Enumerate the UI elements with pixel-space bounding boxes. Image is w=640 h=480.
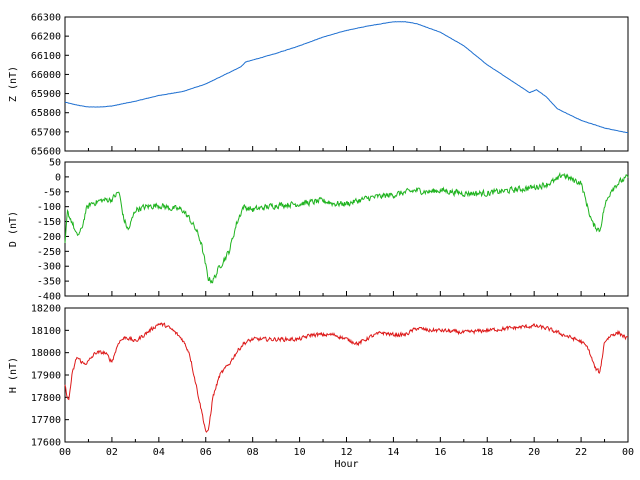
y-tick-label: -300 <box>37 262 61 273</box>
y-tick-label: -200 <box>37 232 61 243</box>
panel-2: 17600 17700 17800 17900 18000 18100 18200 H (nT… <box>8 304 634 471</box>
series-line <box>64 171 629 284</box>
x-axis-title: Hour <box>334 459 358 470</box>
series-line <box>64 21 629 134</box>
y-tick-label: -100 <box>37 202 61 213</box>
panel-0: 65600 65700 65800 65900 66000 66100 66200 66300… <box>8 13 629 158</box>
x-tick-label: 16 <box>434 447 446 458</box>
x-tick-label: 08 <box>247 447 259 458</box>
x-tick-label: 18 <box>481 447 493 458</box>
y-tick-label: 18000 <box>31 348 61 359</box>
x-tick-label: 06 <box>200 447 212 458</box>
x-tick-label: 04 <box>153 447 165 458</box>
x-tick-label: 00 <box>59 447 71 458</box>
plot-frame <box>64 307 629 443</box>
y-tick-label: 17600 <box>31 438 61 449</box>
y-tick-label: 65700 <box>31 127 61 138</box>
y-tick-label: 65600 <box>31 147 61 158</box>
y-tick-label: 17800 <box>31 393 61 404</box>
x-tick-label: 20 <box>528 447 540 458</box>
x-tick-label: 10 <box>294 447 306 458</box>
x-tick-label: 22 <box>575 447 587 458</box>
y-tick-label: 17900 <box>31 371 61 382</box>
y-tick-label: -150 <box>37 217 61 228</box>
y-tick-label: 65800 <box>31 108 61 119</box>
y-tick-label: 50 <box>49 158 61 169</box>
y-axis-title: H (nT) <box>8 357 19 393</box>
y-tick-label: 18200 <box>31 304 61 315</box>
y-tick-label: 0 <box>55 172 61 183</box>
series-line <box>64 322 629 433</box>
y-tick-label: 66100 <box>31 51 61 62</box>
y-tick-label: 66000 <box>31 70 61 81</box>
y-tick-label: 17700 <box>31 415 61 426</box>
x-tick-label: 02 <box>106 447 118 458</box>
x-tick-label: 14 <box>387 447 399 458</box>
y-tick-label: 66300 <box>31 13 61 24</box>
x-tick-label: 00 <box>622 447 634 458</box>
y-tick-label: -350 <box>37 277 61 288</box>
panel-1: -400 -350 -300 -250 -200 -150 -100 -50 0 50 D (nT) <box>8 158 629 303</box>
plot-frame <box>64 16 629 152</box>
x-tick-label: 12 <box>340 447 352 458</box>
y-tick-label: 18100 <box>31 326 61 337</box>
y-tick-label: 66200 <box>31 32 61 43</box>
plot-frame <box>64 161 629 297</box>
y-axis-title: D (nT) <box>8 211 19 247</box>
y-tick-label: -250 <box>37 247 61 258</box>
y-tick-label: 65900 <box>31 89 61 100</box>
y-tick-label: -50 <box>43 187 61 198</box>
y-axis-title: Z (nT) <box>8 66 19 102</box>
y-tick-label: -400 <box>37 292 61 303</box>
